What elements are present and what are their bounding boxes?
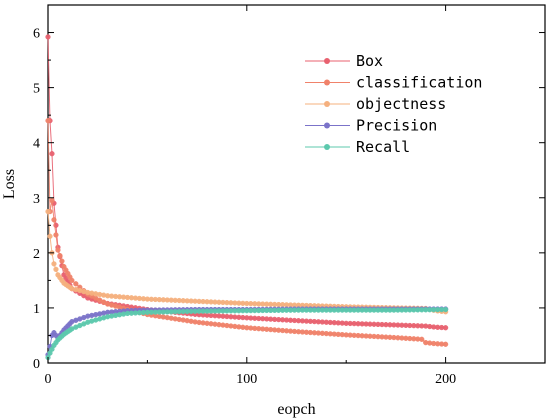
legend-label: classification bbox=[356, 74, 482, 92]
data-point bbox=[45, 34, 51, 40]
data-point bbox=[49, 197, 55, 204]
x-axis-title: eopch bbox=[277, 401, 315, 418]
data-point bbox=[47, 233, 53, 239]
data-point bbox=[442, 306, 449, 313]
axes-frame bbox=[47, 4, 546, 364]
data-point bbox=[69, 277, 75, 284]
data-point bbox=[442, 325, 449, 331]
data-point bbox=[45, 118, 51, 124]
series-recall bbox=[45, 306, 449, 361]
data-point bbox=[49, 151, 55, 157]
y-tick-label: 1 bbox=[33, 302, 40, 317]
series-objectness bbox=[45, 208, 449, 315]
legend-swatch-marker bbox=[324, 144, 330, 150]
legend-label: Recall bbox=[356, 138, 410, 156]
x-tick-label: 200 bbox=[435, 372, 456, 387]
y-tick-label: 5 bbox=[33, 82, 40, 97]
legend: Box classification objectness Precision Reca… bbox=[305, 52, 482, 156]
legend-item: objectness bbox=[305, 95, 446, 113]
y-tick-label: 4 bbox=[33, 137, 40, 152]
x-tick-label: 100 bbox=[236, 372, 257, 387]
data-point bbox=[57, 252, 63, 259]
y-tick-label: 3 bbox=[33, 192, 40, 207]
data-point bbox=[55, 247, 61, 253]
legend-item: Box bbox=[305, 52, 383, 70]
y-tick-label: 2 bbox=[33, 247, 40, 262]
data-point bbox=[442, 341, 449, 347]
data-point bbox=[51, 261, 57, 267]
legend-item: classification bbox=[305, 74, 482, 92]
data-point bbox=[53, 232, 59, 238]
data-point bbox=[419, 336, 425, 342]
legend-label: Precision bbox=[356, 117, 437, 135]
data-point bbox=[73, 281, 79, 287]
legend-label: Box bbox=[356, 52, 383, 70]
legend-swatch-marker bbox=[324, 58, 330, 64]
x-tick-label: 0 bbox=[45, 372, 52, 387]
y-tick-label: 6 bbox=[33, 27, 40, 42]
data-point bbox=[53, 266, 59, 273]
legend-swatch-marker bbox=[324, 79, 330, 86]
tick-labels: 0 100 200 0 1 2 3 4 5 6 bbox=[33, 5, 545, 387]
legend-item: Recall bbox=[305, 138, 410, 156]
plot-area bbox=[45, 34, 449, 361]
y-tick-label: 0 bbox=[33, 357, 40, 372]
series-precision bbox=[45, 306, 449, 358]
data-point bbox=[45, 208, 51, 215]
y-axis-title: Loss bbox=[1, 169, 18, 199]
legend-swatch-marker bbox=[324, 122, 330, 129]
legend-label: objectness bbox=[356, 95, 446, 113]
data-point bbox=[59, 258, 65, 264]
legend-item: Precision bbox=[305, 117, 437, 135]
data-point bbox=[51, 217, 57, 223]
plot-frame bbox=[47, 4, 546, 364]
legend-swatch-marker bbox=[324, 101, 330, 107]
